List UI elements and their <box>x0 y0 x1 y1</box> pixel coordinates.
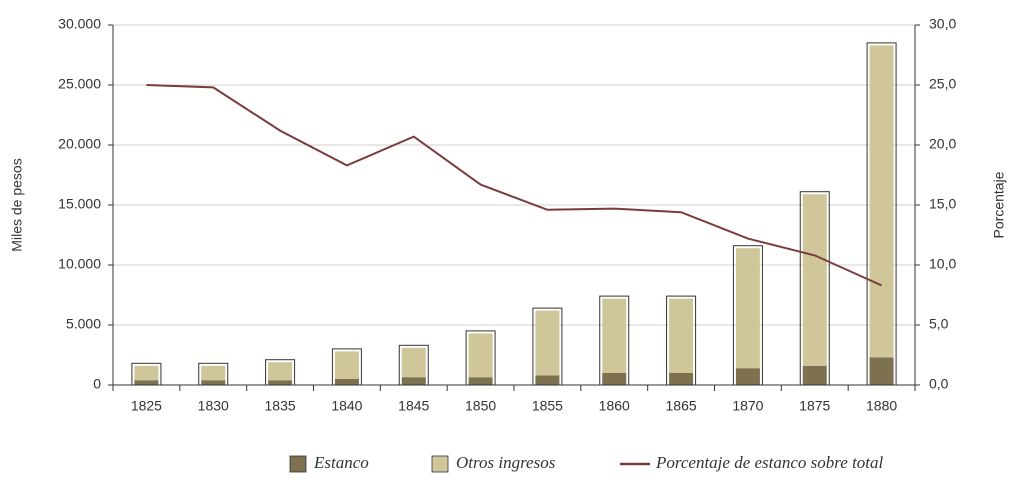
y2-tick-label: 5,0 <box>929 316 949 332</box>
x-tick-label: 1855 <box>532 398 563 414</box>
bar-segment <box>134 380 159 385</box>
y-tick-label: 20.000 <box>58 136 101 152</box>
y-tick-label: 0 <box>93 376 101 392</box>
bar-segment <box>134 365 159 381</box>
bar-segment <box>401 347 426 378</box>
y-tick-label: 25.000 <box>58 76 101 92</box>
bar-outline <box>666 295 697 386</box>
x-tick-label: 1830 <box>198 398 229 414</box>
y2-axis-label: Porcentaje <box>991 171 1007 238</box>
bar-outline <box>866 42 897 386</box>
legend-swatch <box>289 455 307 473</box>
bar-segment <box>201 380 226 385</box>
bar-segment <box>602 373 627 385</box>
x-tick-label: 1825 <box>131 398 162 414</box>
bar-segment <box>468 333 493 378</box>
bar-segment <box>201 365 226 381</box>
bar-segment <box>735 368 760 385</box>
bar-segment <box>802 365 827 385</box>
bar-segment <box>869 357 894 385</box>
y-tick-label: 10.000 <box>58 256 101 272</box>
x-tick-label: 1870 <box>732 398 763 414</box>
bar-outline <box>732 245 763 386</box>
x-tick-label: 1875 <box>799 398 830 414</box>
x-tick-label: 1835 <box>265 398 296 414</box>
bar-segment <box>802 194 827 366</box>
bar-segment <box>334 379 359 385</box>
bar-segment <box>669 298 694 373</box>
bar-outline <box>198 362 229 386</box>
legend-label: Porcentaje de estanco sobre total <box>655 453 884 472</box>
bar-segment <box>535 310 560 376</box>
bar-outline <box>532 307 563 386</box>
bar-segment <box>669 373 694 385</box>
bar-outline <box>331 348 362 386</box>
bar-outline <box>465 330 496 386</box>
bar-segment <box>401 377 426 385</box>
x-tick-label: 1845 <box>398 398 429 414</box>
x-tick-label: 1850 <box>465 398 496 414</box>
y-tick-label: 30.000 <box>58 16 101 32</box>
x-tick-label: 1865 <box>666 398 697 414</box>
y2-tick-label: 25,0 <box>929 76 956 92</box>
bar-outline <box>799 191 830 386</box>
y2-tick-label: 20,0 <box>929 136 956 152</box>
bar-outline <box>265 359 296 386</box>
bar-segment <box>268 380 293 385</box>
legend-swatch <box>431 455 449 473</box>
y2-tick-label: 0,0 <box>929 376 949 392</box>
legend-label: Otros ingresos <box>456 453 556 472</box>
bar-outline <box>599 295 630 386</box>
bar-outline <box>398 344 429 386</box>
bar-segment <box>535 375 560 385</box>
bar-outline <box>131 362 162 386</box>
y-tick-label: 15.000 <box>58 196 101 212</box>
y2-tick-label: 30,0 <box>929 16 956 32</box>
y-axis-label: Miles de pesos <box>9 158 25 251</box>
legend-label: Estanco <box>313 453 369 472</box>
bar-segment <box>334 351 359 379</box>
bar-segment <box>735 248 760 369</box>
y2-tick-label: 10,0 <box>929 256 956 272</box>
x-tick-label: 1880 <box>866 398 897 414</box>
y-tick-label: 5.000 <box>66 316 101 332</box>
x-tick-label: 1840 <box>331 398 362 414</box>
line-series <box>146 84 882 287</box>
x-tick-label: 1860 <box>599 398 630 414</box>
y2-tick-label: 15,0 <box>929 196 956 212</box>
bar-segment <box>268 362 293 381</box>
bar-segment <box>869 45 894 358</box>
bar-segment <box>602 298 627 373</box>
bar-segment <box>468 377 493 385</box>
